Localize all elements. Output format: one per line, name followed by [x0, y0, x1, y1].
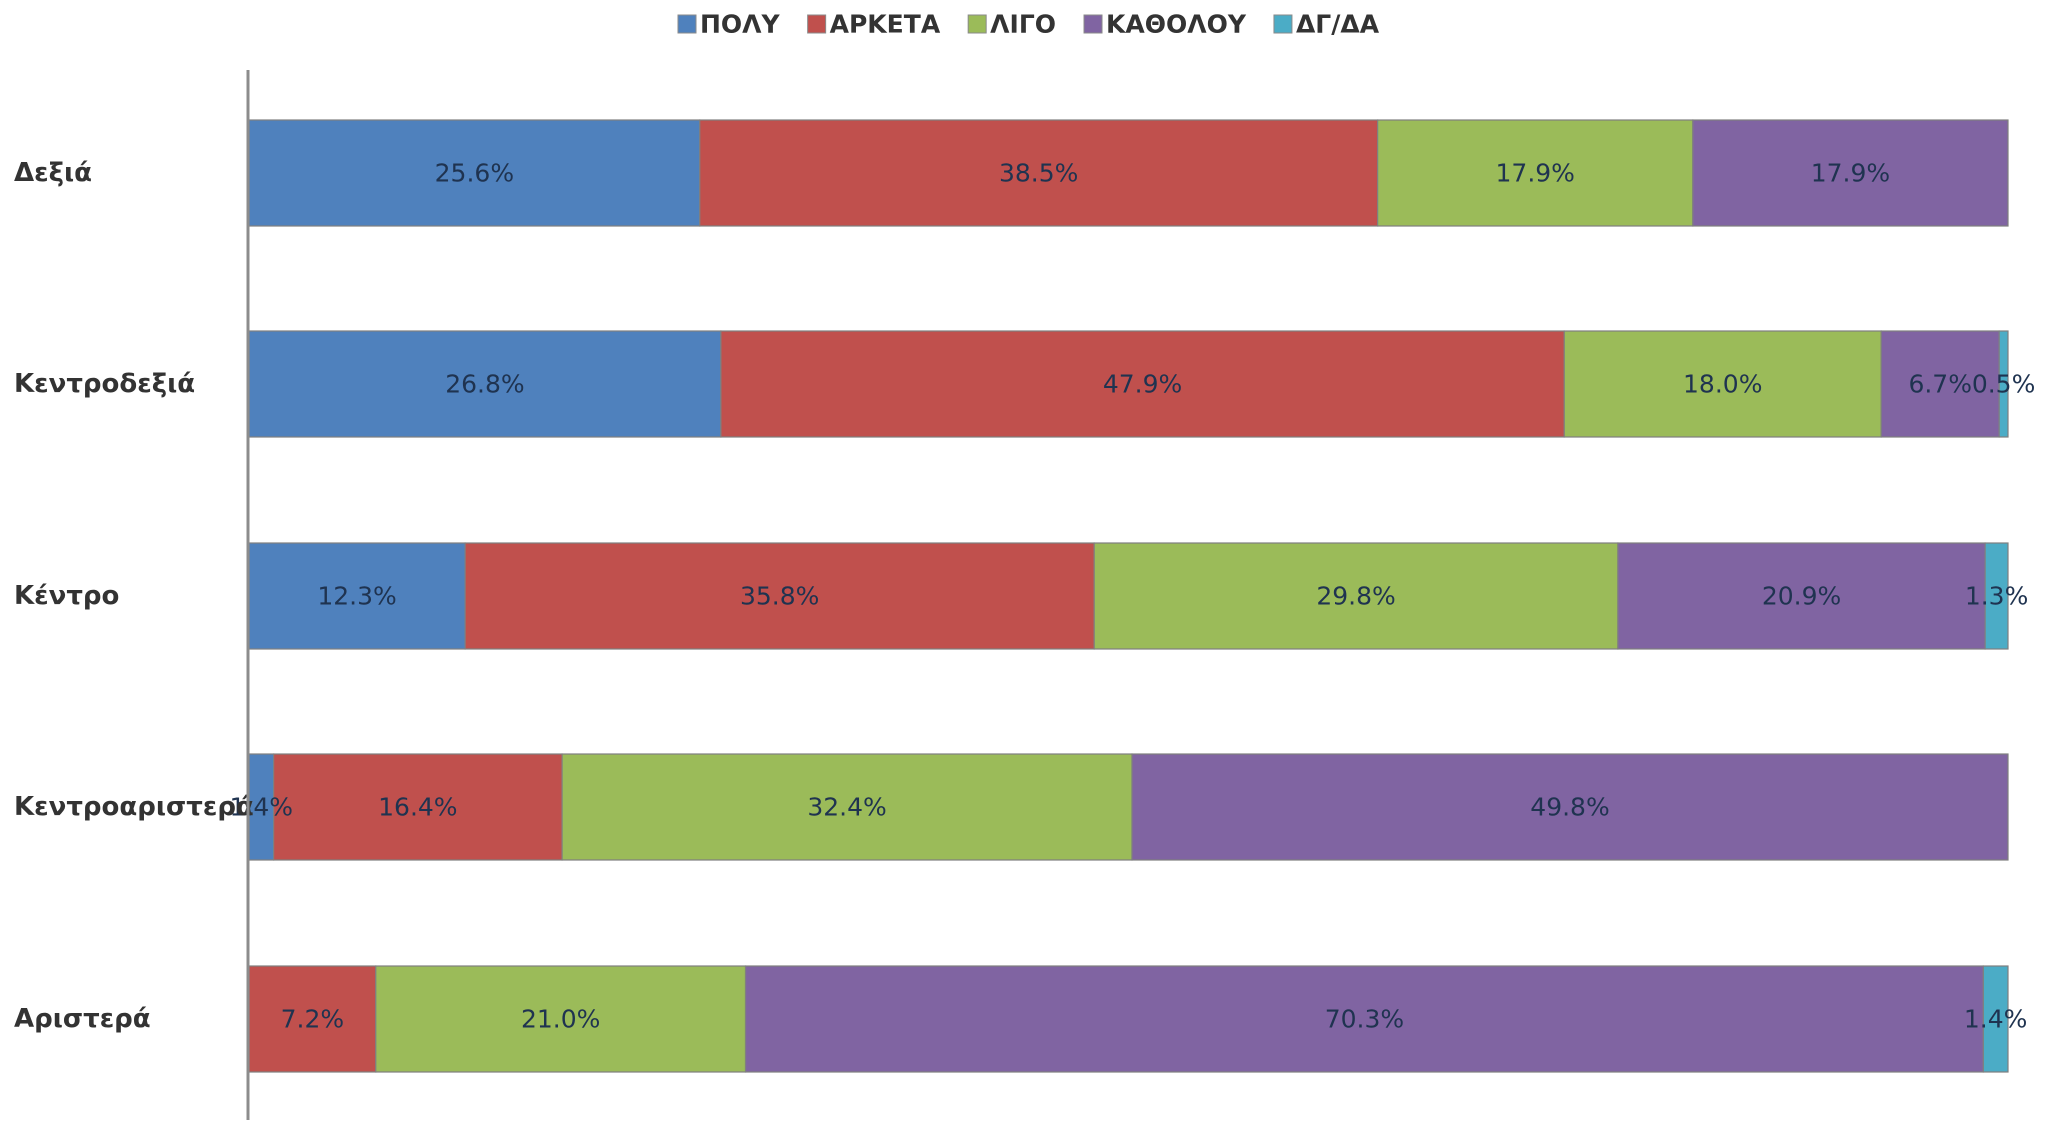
bar-segment: [1563, 330, 1882, 438]
data-label: 17.9%: [1496, 159, 1575, 188]
legend-label: ΚΑΘΟΛΟΥ: [1106, 10, 1247, 39]
legend-label: ΔΓ/ΔΑ: [1296, 10, 1380, 39]
legend-label: ΑΡΚΕΤΑ: [830, 10, 941, 39]
data-label: 17.9%: [1811, 159, 1890, 188]
bar-segment: [248, 965, 377, 1073]
bar-segment: [1131, 753, 2009, 861]
bar-segment: [248, 119, 701, 227]
category-label: Κέντρο: [14, 581, 119, 611]
bar-segment: [1093, 542, 1619, 650]
bar-segment: [1982, 965, 2009, 1073]
data-label: 70.3%: [1325, 1005, 1404, 1034]
bar-segment: [720, 330, 1565, 438]
bar-segment: [1998, 330, 2009, 438]
data-label: 12.3%: [317, 582, 396, 611]
legend-swatch: [1083, 14, 1103, 34]
data-label: 49.8%: [1530, 793, 1609, 822]
data-label: 1.3%: [1965, 582, 2029, 611]
bar-segment: [561, 753, 1133, 861]
data-label: 32.4%: [807, 793, 886, 822]
data-label: 18.0%: [1683, 370, 1762, 399]
data-label: 21.0%: [521, 1005, 600, 1034]
legend-label: ΠΟΛΥ: [700, 10, 781, 39]
bar-segment: [273, 753, 563, 861]
bar-segment: [744, 965, 1984, 1073]
data-labels: 25.6% 38.5% 17.9% 17.9% 26.8% 47.9% 18.0% 6.7% 0…: [230, 159, 2036, 1034]
bar-segment: [699, 119, 1379, 227]
data-label: 26.8%: [445, 370, 524, 399]
legend: ΠΟΛΥ ΑΡΚΕΤΑ ΛΙΓΟ ΚΑΘΟΛΟΥ ΔΓ/ΔΑ: [677, 10, 1380, 39]
data-label: 6.7%: [1908, 370, 1972, 399]
data-label: 20.9%: [1762, 582, 1841, 611]
bar-segment: [375, 965, 747, 1073]
legend-swatch: [677, 14, 697, 34]
data-label: 16.4%: [378, 793, 457, 822]
bar-segment: [1617, 542, 1986, 650]
data-label: 29.8%: [1316, 582, 1395, 611]
category-label: Κεντροδεξιά: [14, 369, 195, 399]
data-label: 1.4%: [1964, 1005, 2028, 1034]
bar-segment: [464, 542, 1095, 650]
data-label: 7.2%: [281, 1005, 345, 1034]
data-label: 0.5%: [1972, 370, 2036, 399]
bar-segment: [1880, 330, 2000, 438]
data-label: 1.4%: [230, 793, 294, 822]
bar-segment: [248, 330, 722, 438]
data-label: 35.8%: [740, 582, 819, 611]
bars: [248, 119, 2009, 1073]
data-label: 38.5%: [999, 159, 1078, 188]
legend-swatch: [967, 14, 987, 34]
bar-segment: [1377, 119, 1694, 227]
data-label: 25.6%: [435, 159, 514, 188]
data-label: 47.9%: [1103, 370, 1182, 399]
bar-segment: [1984, 542, 2009, 650]
legend-label: ΛΙΓΟ: [990, 10, 1056, 39]
legend-swatch: [1273, 14, 1293, 34]
bar-segment: [248, 542, 466, 650]
bar-segment: [1692, 119, 2009, 227]
category-labels: Δεξιά Κεντροδεξιά Κέντρο Κεντροαριστερά Αρισ…: [14, 158, 254, 1034]
category-label: Κεντροαριστερά: [14, 792, 254, 822]
category-label: Αριστερά: [14, 1004, 151, 1034]
legend-swatch: [807, 14, 827, 34]
category-label: Δεξιά: [14, 158, 92, 188]
